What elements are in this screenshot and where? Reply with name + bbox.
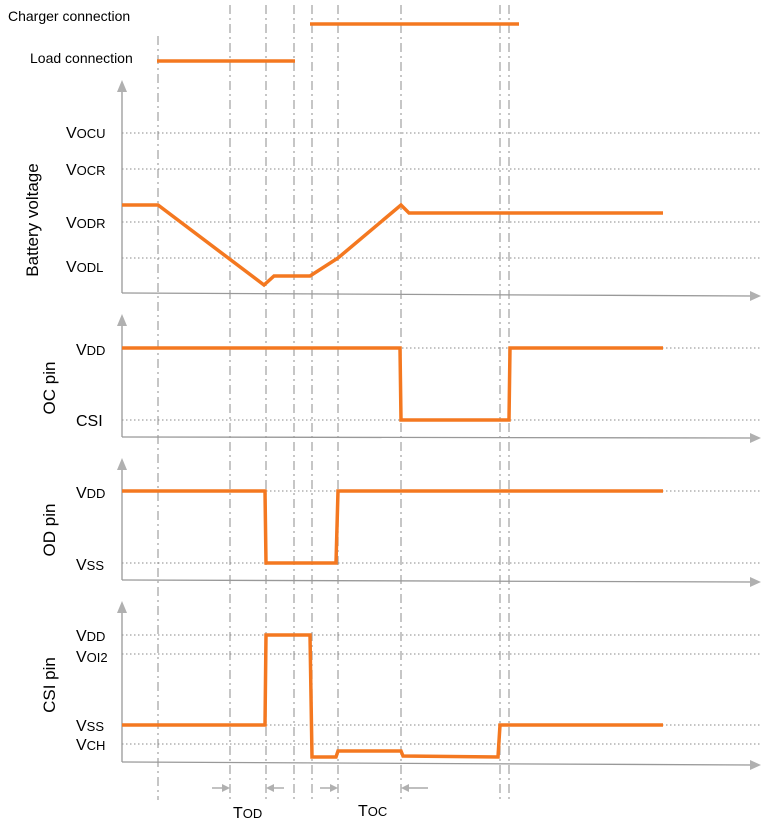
oc-x-arrow (750, 433, 761, 443)
battery-y-label: Battery voltage (23, 163, 42, 276)
toc-label: TOC (358, 803, 387, 820)
battery-voltage-trace (122, 202, 663, 288)
tod-label: TOD (233, 805, 262, 822)
csi-vdd-label: VDD (76, 628, 105, 645)
time-guides (157, 5, 510, 800)
csi-pin-trace (122, 633, 663, 759)
od-x-axis (121, 579, 753, 583)
od-y-arrow (117, 458, 127, 470)
oc-y-arrow (117, 314, 127, 326)
tod-right-arrowhead (266, 784, 274, 792)
od-y-label: OD pin (40, 504, 59, 557)
csi-vch-label: VCH (76, 737, 105, 754)
oc-x-axis (121, 436, 753, 439)
vodl-label: VODL (66, 259, 103, 276)
od-pin-trace (122, 489, 663, 565)
battery-voltage-panel: Battery voltage VOCU VOCR VODR VODL (23, 80, 761, 301)
oc-y-label: OC pin (40, 362, 59, 415)
vodr-label: VODR (66, 215, 106, 232)
charger-connection-label: Charger connection (8, 8, 130, 24)
oc-pin-panel: OC pin VDD CSI (40, 314, 761, 443)
od-pin-panel: OD pin VDD VSS (40, 458, 761, 587)
load-connection-label: Load connection (30, 50, 133, 66)
od-vss-label: VSS (76, 557, 104, 574)
csi-x-axis (121, 761, 753, 766)
csi-voi2-label: VOI2 (76, 649, 108, 666)
timing-annotations: TOD TOC (212, 784, 428, 822)
csi-pin-panel: CSI pin VDD VOI2 VSS VCH (40, 601, 761, 770)
csi-x-arrow (750, 760, 761, 770)
csi-y-arrow (117, 601, 127, 613)
oc-vdd-label: VDD (76, 342, 105, 359)
oc-csi-label: CSI (76, 413, 103, 430)
toc-right-arrowhead (401, 784, 409, 792)
od-x-arrow (750, 577, 761, 587)
vocu-label: VOCU (66, 125, 106, 142)
od-vdd-label: VDD (76, 485, 105, 502)
battery-x-axis (121, 292, 753, 297)
csi-vss-label: VSS (76, 718, 104, 735)
tod-left-arrowhead (222, 784, 230, 792)
oc-pin-trace (122, 346, 663, 422)
connection-section: Charger connection Load connection (8, 8, 519, 66)
battery-x-arrow (750, 291, 761, 301)
vocr-label: VOCR (66, 162, 106, 179)
csi-y-label: CSI pin (40, 657, 59, 713)
toc-left-arrowhead (330, 784, 338, 792)
battery-y-arrow (117, 80, 127, 92)
